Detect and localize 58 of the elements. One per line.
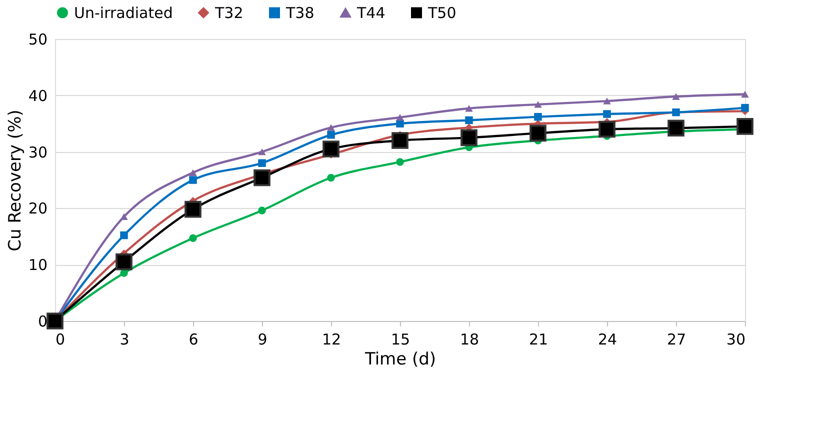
point [741, 90, 749, 98]
legend-label: T38 [285, 4, 314, 22]
y-tick-label: 0 [38, 312, 48, 330]
x-tick-label: 0 [56, 330, 66, 348]
point [120, 231, 128, 240]
point [534, 101, 542, 108]
point [254, 169, 270, 186]
y-axis-title: Cu Recovery (%) [5, 110, 26, 252]
point [672, 93, 680, 100]
point [460, 129, 478, 146]
x-tick-label: 21 [528, 330, 548, 348]
x-axis-title: Time (d) [364, 350, 436, 370]
point [327, 174, 335, 182]
point [396, 114, 404, 121]
point [189, 176, 197, 184]
point [189, 234, 197, 242]
x-tick-label: 9 [258, 330, 268, 348]
y-tick-label: 40 [28, 86, 48, 105]
y-tick-label: 10 [28, 256, 48, 274]
legend-label: T50 [427, 4, 456, 22]
point [120, 269, 128, 277]
point [465, 105, 473, 112]
point [736, 118, 754, 135]
point [120, 213, 128, 220]
point [530, 124, 546, 142]
point [392, 132, 408, 149]
point [184, 200, 202, 218]
x-tick-label: 12 [322, 330, 342, 348]
point [327, 124, 335, 131]
point [322, 140, 340, 158]
point [741, 104, 749, 112]
legend-label: T44 [356, 4, 386, 22]
x-tick-label: 6 [188, 330, 198, 348]
x-tick-label: 30 [726, 330, 746, 348]
point [258, 148, 266, 156]
point [534, 112, 542, 121]
point [189, 169, 197, 176]
point [46, 312, 64, 330]
point [396, 158, 404, 166]
point [603, 110, 611, 118]
point [258, 159, 266, 167]
y-tick-label: 30 [28, 143, 48, 162]
x-tick-label: 3 [120, 330, 130, 348]
legend-label: T32 [214, 4, 244, 22]
x-tick-label: 15 [390, 330, 410, 348]
legend-label: Un-irradiated [74, 4, 173, 22]
x-tick-label: 24 [598, 330, 618, 348]
point [327, 131, 335, 139]
point [258, 206, 266, 214]
x-tick-label: 27 [666, 330, 686, 348]
point [598, 120, 616, 138]
point [465, 116, 473, 124]
y-tick-label: 20 [28, 200, 48, 218]
point [603, 98, 611, 104]
y-tick-label: 50 [28, 30, 48, 48]
x-tick-label: 18 [460, 330, 480, 348]
point [116, 253, 132, 270]
point [668, 120, 684, 137]
